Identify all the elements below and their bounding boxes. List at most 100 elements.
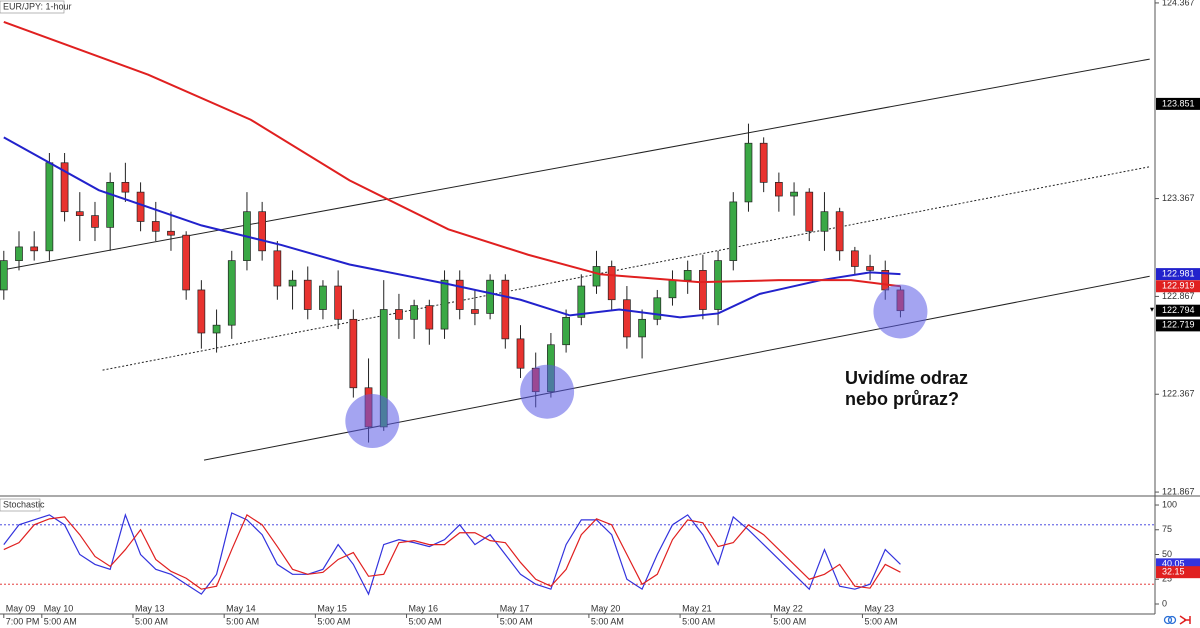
candle-body [273, 250, 282, 287]
stochastic-line [3, 514, 901, 590]
value-marker-label: 40.05 [1162, 559, 1185, 569]
x-tick-label: May 14 [226, 603, 256, 613]
candle-body [349, 318, 358, 389]
candle-body [258, 211, 267, 252]
candle-body [440, 279, 449, 330]
candle-body [623, 299, 631, 338]
stochastic-panel [0, 512, 1155, 596]
moving-average [3, 20, 901, 288]
candle-body [15, 246, 23, 261]
price-marker [1156, 280, 1200, 293]
price-marker-label: 122.919 [1162, 281, 1195, 291]
value-marker-label: 32.15 [1162, 567, 1185, 577]
x-tick-label: May 22 [773, 603, 803, 613]
y-tick-label: 100 [1162, 499, 1177, 509]
candle-body [835, 211, 844, 252]
candle-body [75, 211, 84, 216]
y-tick-label: 25 [1162, 574, 1172, 584]
candle-body [866, 266, 874, 271]
candle-body [45, 162, 54, 252]
candle-body [136, 191, 145, 222]
x-tick-label: May 10 [44, 603, 74, 613]
candle-body [562, 316, 570, 346]
candle-body [0, 260, 8, 291]
price-marker [1156, 319, 1200, 332]
candle-body [729, 201, 738, 261]
candle-body [820, 211, 829, 232]
candle-body [319, 285, 327, 310]
highlight-circle [873, 284, 928, 339]
candle-body [288, 279, 297, 287]
x-tick-label: May 13 [135, 603, 165, 613]
x-tick-label: May 23 [864, 603, 894, 613]
candle-body [516, 338, 525, 369]
toolbar-icons[interactable] [1163, 615, 1191, 625]
candle-body [91, 215, 99, 228]
candle-body [455, 279, 464, 310]
value-marker [1156, 566, 1200, 579]
candle-body [425, 305, 434, 330]
moving-average [3, 136, 901, 319]
candle-body [121, 181, 130, 193]
price-marker [1156, 268, 1200, 281]
candle-body [759, 142, 768, 183]
candle-body [60, 162, 69, 213]
x-tick-time: 5:00 AM [864, 616, 897, 626]
icon[interactable] [1179, 615, 1191, 625]
x-tick-time: 5:00 AM [500, 616, 533, 626]
y-tick-label: 122.367 [1162, 389, 1195, 399]
candle-body [410, 305, 418, 320]
x-tick-time: 5:00 AM [44, 616, 77, 626]
highlight-circle [520, 364, 575, 419]
stochastic-line [3, 512, 901, 596]
y-tick-label: 122.867 [1162, 291, 1195, 301]
price-marker [1156, 304, 1200, 317]
candle-body [395, 309, 403, 320]
candle-body [851, 250, 859, 267]
indicator-box [0, 498, 41, 512]
indicator-title: Stochastic [3, 499, 45, 509]
price-marker-label: 122.719 [1162, 320, 1195, 330]
x-tick-time: 5:00 AM [591, 616, 624, 626]
price-marker-label: 123.851 [1162, 98, 1195, 108]
candle-body [683, 270, 692, 281]
icon[interactable] [1167, 615, 1177, 625]
candle-body [714, 260, 722, 310]
price-marker [1156, 97, 1200, 110]
candle-body [227, 260, 236, 326]
candle-body [592, 266, 601, 287]
price-panel [0, 20, 1150, 461]
candle-body [197, 289, 206, 334]
x-tick-time: 5:00 AM [773, 616, 806, 626]
candle-body [638, 318, 646, 338]
candle-body [212, 324, 221, 334]
candle-body [501, 279, 510, 340]
candle-body [699, 270, 707, 310]
candle-body [167, 230, 175, 236]
trendline [0, 58, 1150, 271]
y-tick-label: 0 [1162, 598, 1167, 608]
candle-body [486, 279, 494, 314]
y-tick-label: 124.367 [1162, 0, 1195, 7]
symbol-title: EUR/JPY: 1-hour [3, 1, 72, 11]
candle-body [775, 181, 783, 197]
candle-body [471, 309, 479, 314]
x-tick-time: 5:00 AM [317, 616, 350, 626]
candle-body [805, 191, 814, 232]
candle-body [303, 279, 312, 310]
current-price-arrow [1150, 307, 1154, 312]
icon[interactable] [1163, 615, 1173, 625]
trendline [102, 166, 1150, 371]
x-tick-time: 5:00 AM [682, 616, 715, 626]
candle-body [577, 285, 586, 318]
highlight-circle [345, 394, 400, 449]
x-tick-time: 5:00 AM [135, 616, 168, 626]
symbol-box [0, 0, 65, 14]
candle-body [182, 234, 191, 291]
x-tick-label: May 16 [409, 603, 439, 613]
x-tick-time: 5:00 AM [409, 616, 442, 626]
price-marker-label: 122.981 [1162, 268, 1195, 278]
y-tick-label: 75 [1162, 524, 1172, 534]
